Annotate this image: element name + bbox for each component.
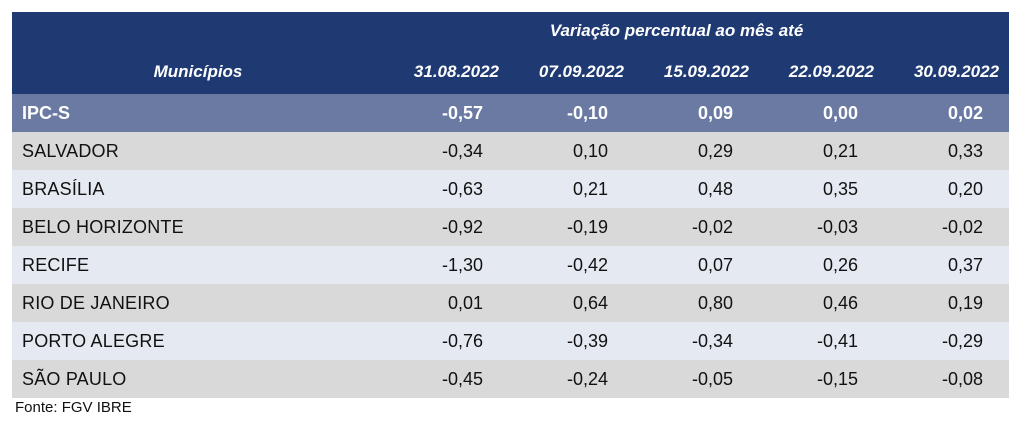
value-cell: -0,05 xyxy=(634,360,759,398)
value-cell: 0,00 xyxy=(759,94,884,132)
value-cell: -0,41 xyxy=(759,322,884,360)
value-cell: 0,01 xyxy=(384,284,509,322)
value-cell: -0,02 xyxy=(634,208,759,246)
table-row: RECIFE -1,30 -0,42 0,07 0,26 0,37 xyxy=(12,246,1010,284)
table-row: SALVADOR -0,34 0,10 0,29 0,21 0,33 xyxy=(12,132,1010,170)
row-name: RECIFE xyxy=(12,246,384,284)
value-cell: 0,07 xyxy=(634,246,759,284)
municipios-header: Municípios xyxy=(12,50,384,94)
table-row: RIO DE JANEIRO 0,01 0,64 0,80 0,46 0,19 xyxy=(12,284,1010,322)
row-name: SÃO PAULO xyxy=(12,360,384,398)
value-cell: -0,39 xyxy=(509,322,634,360)
date-header: 30.09.2022 xyxy=(884,50,1010,94)
table-row: PORTO ALEGRE -0,76 -0,39 -0,34 -0,41 -0,… xyxy=(12,322,1010,360)
value-cell: -0,24 xyxy=(509,360,634,398)
row-name: BRASÍLIA xyxy=(12,170,384,208)
value-cell: -0,08 xyxy=(884,360,1010,398)
value-cell: -0,10 xyxy=(509,94,634,132)
row-name: PORTO ALEGRE xyxy=(12,322,384,360)
value-cell: 0,64 xyxy=(509,284,634,322)
table-row: BRASÍLIA -0,63 0,21 0,48 0,35 0,20 xyxy=(12,170,1010,208)
value-cell: -0,15 xyxy=(759,360,884,398)
header-row-top: Variação percentual ao mês até xyxy=(12,12,1010,50)
value-cell: -1,30 xyxy=(384,246,509,284)
date-header: 31.08.2022 xyxy=(384,50,509,94)
row-name: IPC-S xyxy=(12,94,384,132)
ipc-s-table: Variação percentual ao mês até Município… xyxy=(12,12,1010,398)
value-cell: 0,35 xyxy=(759,170,884,208)
table-row: BELO HORIZONTE -0,92 -0,19 -0,02 -0,03 -… xyxy=(12,208,1010,246)
source-note: Fonte: FGV IBRE xyxy=(15,399,132,416)
value-cell: -0,34 xyxy=(384,132,509,170)
value-cell: 0,10 xyxy=(509,132,634,170)
value-cell: -0,03 xyxy=(759,208,884,246)
value-cell: 0,21 xyxy=(759,132,884,170)
value-cell: 0,26 xyxy=(759,246,884,284)
value-cell: -0,92 xyxy=(384,208,509,246)
summary-row-ipc-s: IPC-S -0,57 -0,10 0,09 0,00 0,02 xyxy=(12,94,1010,132)
value-cell: 0,19 xyxy=(884,284,1010,322)
table-row: SÃO PAULO -0,45 -0,24 -0,05 -0,15 -0,08 xyxy=(12,360,1010,398)
value-cell: 0,33 xyxy=(884,132,1010,170)
date-header: 22.09.2022 xyxy=(759,50,884,94)
value-cell: -0,76 xyxy=(384,322,509,360)
value-cell: 0,48 xyxy=(634,170,759,208)
value-cell: 0,46 xyxy=(759,284,884,322)
value-cell: 0,20 xyxy=(884,170,1010,208)
row-name: SALVADOR xyxy=(12,132,384,170)
value-cell: 0,37 xyxy=(884,246,1010,284)
header-row-dates: Municípios 31.08.2022 07.09.2022 15.09.2… xyxy=(12,50,1010,94)
row-name: RIO DE JANEIRO xyxy=(12,284,384,322)
value-cell: -0,63 xyxy=(384,170,509,208)
value-cell: 0,29 xyxy=(634,132,759,170)
value-cell: -0,57 xyxy=(384,94,509,132)
value-cell: 0,21 xyxy=(509,170,634,208)
value-cell: 0,09 xyxy=(634,94,759,132)
date-header: 07.09.2022 xyxy=(509,50,634,94)
value-cell: -0,29 xyxy=(884,322,1010,360)
value-cell: 0,02 xyxy=(884,94,1010,132)
period-super-header: Variação percentual ao mês até xyxy=(384,12,1010,50)
header-spacer xyxy=(12,12,384,50)
value-cell: -0,19 xyxy=(509,208,634,246)
value-cell: -0,42 xyxy=(509,246,634,284)
value-cell: 0,80 xyxy=(634,284,759,322)
date-header: 15.09.2022 xyxy=(634,50,759,94)
value-cell: -0,45 xyxy=(384,360,509,398)
row-name: BELO HORIZONTE xyxy=(12,208,384,246)
value-cell: -0,34 xyxy=(634,322,759,360)
value-cell: -0,02 xyxy=(884,208,1010,246)
